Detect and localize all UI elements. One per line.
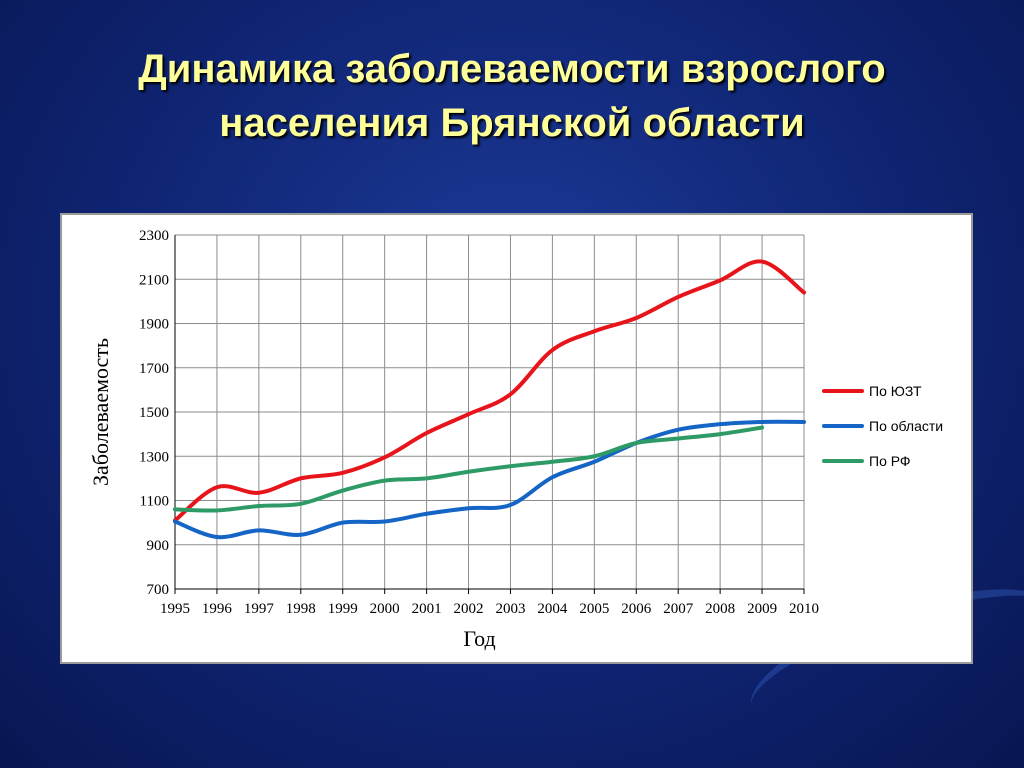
y-tick-label: 1100: [140, 494, 169, 510]
y-tick-label: 900: [147, 538, 170, 554]
x-tick-label: 2000: [370, 601, 400, 617]
chart-frame: 700 900 1100 1300 1500 1700 1900 2100 2300 1995 19…: [60, 213, 973, 664]
legend-label: По ЮЗТ: [869, 383, 922, 399]
y-tick-label: 1500: [139, 405, 169, 421]
x-tick-label: 2004: [537, 601, 568, 617]
slide-title-line-2: населения Брянской области: [219, 101, 805, 145]
x-tick-label: 1996: [202, 601, 233, 617]
y-tick-label: 700: [147, 582, 170, 598]
y-axis-title: Заболеваемость: [88, 338, 113, 486]
y-tick-label: 1300: [139, 449, 169, 465]
x-tick-label: 1995: [160, 601, 190, 617]
line-chart: 700 900 1100 1300 1500 1700 1900 2100 2300 1995 19…: [88, 228, 943, 651]
x-tick-label: 2010: [789, 601, 819, 617]
x-tick-label: 1998: [286, 601, 316, 617]
x-tick-label: 2003: [495, 601, 525, 617]
x-axis-title: Год: [463, 626, 495, 651]
y-tick-label: 1700: [139, 361, 169, 377]
legend-label: По области: [869, 418, 943, 434]
x-tick-label: 2005: [579, 601, 609, 617]
x-tick-label: 2008: [705, 601, 735, 617]
x-tick-label: 2009: [747, 601, 777, 617]
x-tick-label: 2001: [412, 601, 442, 617]
series-line-1: [173, 259, 806, 523]
slide-title-line-1: Динамика заболеваемости взрослого: [138, 47, 886, 91]
legend-label: По РФ: [869, 453, 911, 469]
x-tick-label: 2006: [621, 601, 652, 617]
series-line-2: [173, 419, 806, 540]
x-tick-label: 2007: [663, 601, 694, 617]
y-tick-label: 2100: [139, 272, 169, 288]
y-tick-label: 2300: [139, 228, 169, 244]
x-tick-label: 2002: [454, 601, 484, 617]
y-tick-label: 1900: [139, 317, 169, 333]
x-tick-label: 1999: [328, 601, 358, 617]
slide-title: Динамика заболеваемости взрослого населе…: [0, 42, 1024, 150]
series-line-3: [173, 425, 765, 513]
x-tick-label: 1997: [244, 601, 275, 617]
